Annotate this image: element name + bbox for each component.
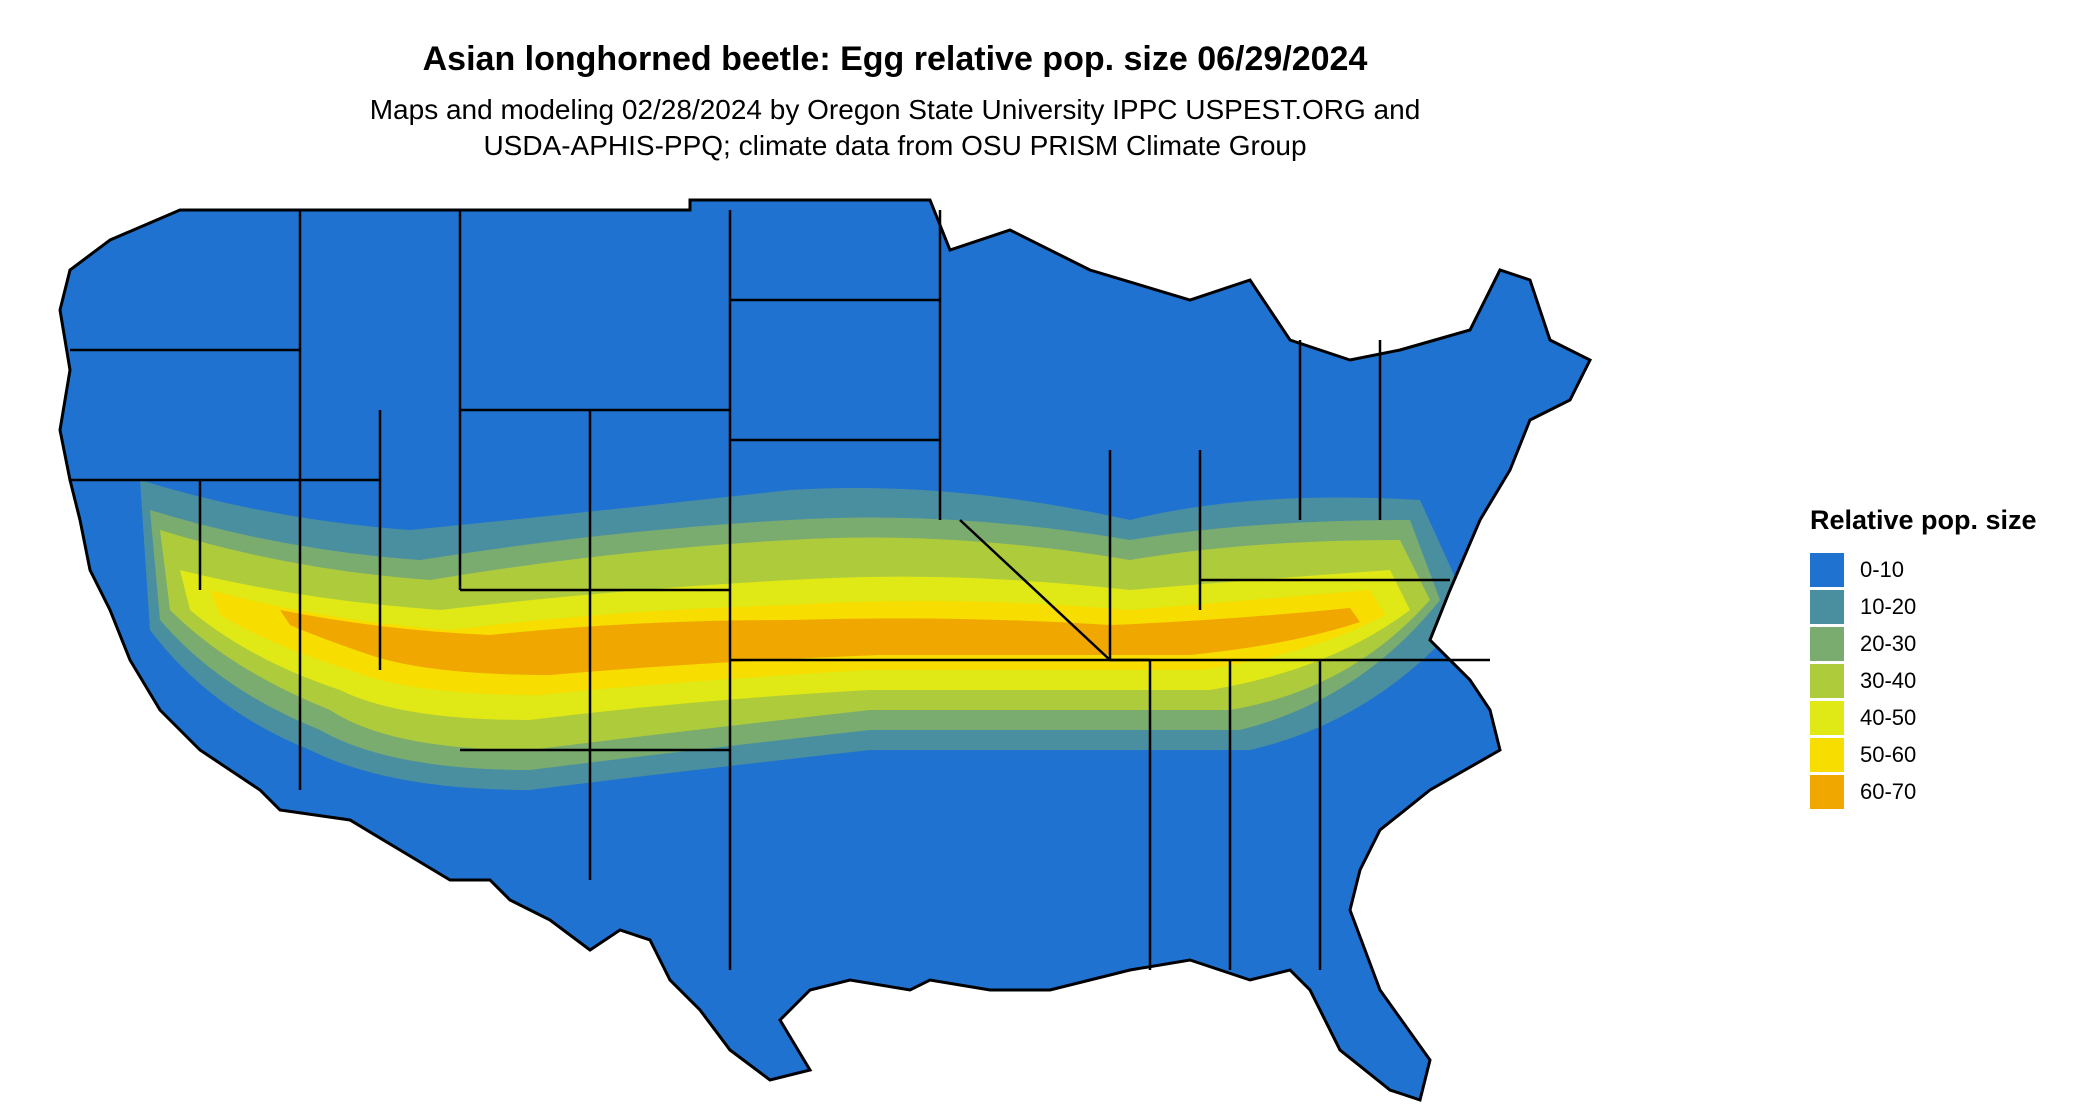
legend-title: Relative pop. size [1810,505,2037,535]
legend-swatch [1810,701,1844,735]
heat-bands [60,200,1590,1100]
map-title: Asian longhorned beetle: Egg relative po… [422,40,1368,78]
state-borders [70,210,1490,970]
legend-label: 0-10 [1860,557,1905,582]
legend-item: 60-70 [1810,774,2070,810]
us-population-map [58,198,1593,1102]
subtitle-line-2: USDA-APHIS-PPQ; climate data from OSU PR… [483,130,1307,161]
legend-item: 0-10 [1810,552,2070,588]
legend-swatch [1810,738,1844,772]
map-subtitle: Maps and modeling 02/28/2024 by Oregon S… [0,92,1790,164]
legend-swatch [1810,775,1844,809]
legend-swatch [1810,664,1844,698]
legend-swatch [1810,590,1844,624]
legend-swatch [1810,627,1844,661]
legend-item: 10-20 [1810,589,2070,625]
legend-label: 60-70 [1860,779,1917,804]
subtitle-line-1: Maps and modeling 02/28/2024 by Oregon S… [369,94,1421,125]
legend-label: 30-40 [1860,668,1917,693]
legend-item: 30-40 [1810,663,2070,699]
legend-label: 20-30 [1860,631,1917,656]
legend-item: 20-30 [1810,626,2070,662]
legend-label: 50-60 [1860,742,1917,767]
legend: Relative pop. size 0-10 10-20 20-30 30-4… [1810,505,2070,811]
legend-label: 10-20 [1860,594,1917,619]
us-outline [58,198,1593,1102]
legend-label: 40-50 [1860,705,1917,730]
legend-item: 50-60 [1810,737,2070,773]
legend-swatch [1810,553,1844,587]
legend-item: 40-50 [1810,700,2070,736]
